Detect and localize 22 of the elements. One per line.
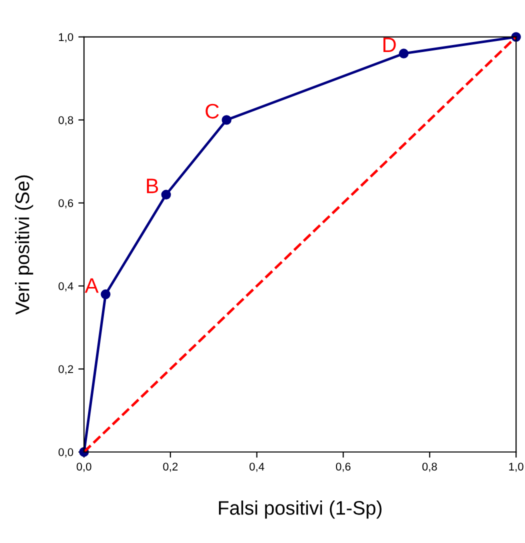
y-axis-title: Veri positivi (Se) (15, 175, 34, 315)
annotation: D (383, 38, 396, 52)
x-axis-title: Falsi positivi (1-Sp) (218, 500, 382, 519)
y-tick-label: 0,6 (58, 199, 74, 208)
point (100, 289, 110, 300)
y-tick-label: 0,8 (58, 116, 74, 126)
x-tick-label: 0,8 (422, 462, 437, 472)
x-tick-label: 0,4 (250, 462, 264, 472)
y-tick-label: 0,4 (58, 282, 74, 292)
annotation: B (146, 178, 158, 194)
x-tick-label: 0,0 (76, 462, 92, 472)
point (398, 48, 409, 58)
x-tick-label: 0,2 (163, 462, 178, 472)
annotation: C (206, 104, 219, 119)
y-tick-label: 1,0 (58, 33, 74, 42)
y-tick-label: 0,0 (58, 448, 74, 458)
point (222, 115, 232, 125)
annotation: A (84, 278, 99, 293)
x-tick-label: 1,0 (509, 462, 524, 472)
point (161, 190, 171, 200)
x-tick-label: 0,6 (336, 462, 350, 472)
y-tick-label: 0,2 (58, 365, 74, 374)
